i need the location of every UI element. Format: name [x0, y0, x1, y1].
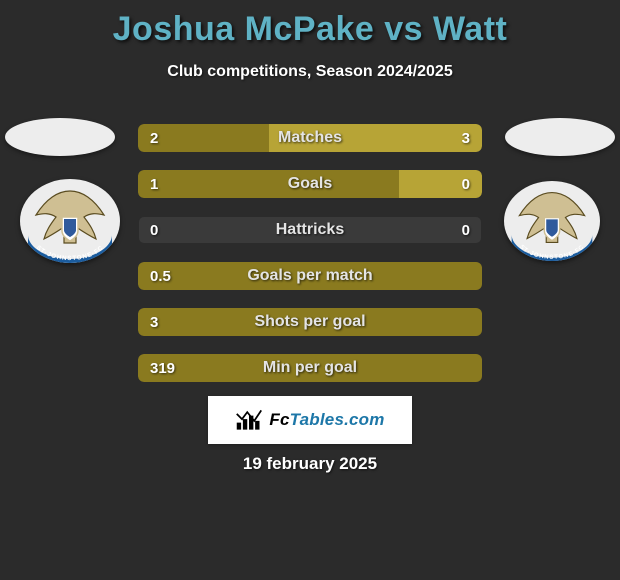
branding-prefix: Fc — [269, 410, 289, 429]
stat-row: 0.5Goals per match — [138, 262, 482, 290]
stat-row: 0 0Hattricks — [138, 216, 482, 244]
stat-row: 23Matches — [138, 124, 482, 152]
page-title: Joshua McPake vs Watt — [0, 0, 620, 49]
stat-fill-left — [138, 262, 482, 290]
stat-fill-right — [269, 124, 482, 152]
club-badge-text: ST·JOHNSTONE·FC — [518, 244, 586, 261]
club-crest-icon: ST·JOHNSTONE·FC — [504, 181, 600, 261]
bar-chart-icon — [235, 408, 263, 432]
page-subtitle: Club competitions, Season 2024/2025 — [0, 63, 620, 81]
branding-suffix: Tables.com — [290, 410, 385, 429]
stat-row: 10Goals — [138, 170, 482, 198]
stat-value-left: 0 — [150, 216, 158, 244]
stat-row: 3Shots per goal — [138, 308, 482, 336]
stat-fill-left — [138, 124, 269, 152]
branding-badge: FcTables.com — [208, 396, 412, 444]
club-badge-disc: ST·JOHNSTONE·FC — [20, 179, 120, 263]
stat-fill-left — [138, 170, 399, 198]
stat-row: 319Min per goal — [138, 354, 482, 382]
stat-label: Hattricks — [138, 216, 482, 244]
stat-bars-container: 23Matches 10Goals 0 0Hattricks 0.5Goals per … — [138, 124, 482, 400]
club-badge-left: ST·JOHNSTONE·FC — [20, 179, 120, 263]
stat-fill-left — [138, 354, 482, 382]
stat-value-right: 0 — [462, 216, 470, 244]
date-text: 19 february 2025 — [0, 454, 620, 474]
player-photo-placeholder-right — [505, 118, 615, 156]
stat-fill-left — [138, 308, 482, 336]
stat-fill-right — [399, 170, 482, 198]
branding-text: FcTables.com — [269, 410, 384, 430]
club-badge-disc: ST·JOHNSTONE·FC — [504, 181, 600, 261]
svg-text:ST·JOHNSTONE·FC: ST·JOHNSTONE·FC — [518, 244, 586, 261]
club-badge-right: ST·JOHNSTONE·FC — [504, 181, 600, 261]
club-crest-icon: ST·JOHNSTONE·FC — [20, 179, 120, 263]
player-photo-placeholder-left — [5, 118, 115, 156]
